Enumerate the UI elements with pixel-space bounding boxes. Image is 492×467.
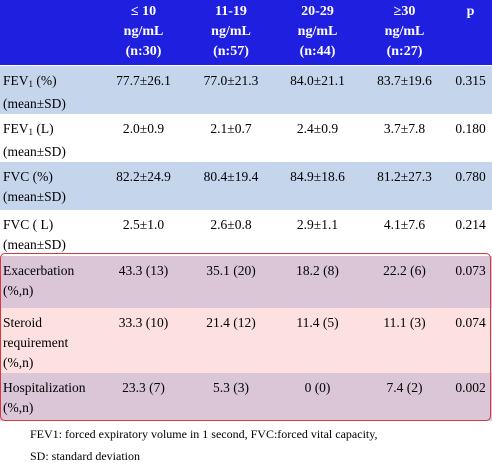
- cell-p-value: 0.214: [449, 209, 492, 256]
- cell-p-value: 0.002: [449, 372, 492, 421]
- row-label: FEV1 (L) (mean±SD): [0, 113, 100, 162]
- cell-value: 11.1 (3): [360, 307, 449, 373]
- header-group-unit: ng/mL: [384, 24, 425, 39]
- footnote-line: FEV1: forced expiratory volume in 1 seco…: [30, 427, 378, 441]
- header-group-n: (n:30): [125, 44, 162, 59]
- cell-value: 2.9±1.1: [275, 209, 360, 256]
- cell-value: 2.4±0.9: [275, 113, 360, 162]
- footnote-line: SD: standard deviation: [30, 449, 140, 463]
- table-row-hospitalization: Hospitalization (%,n) 23.3 (7) 5.3 (3) 0…: [0, 372, 492, 421]
- cell-value: 80.4±19.4: [187, 161, 275, 210]
- header-group-n: (n:44): [299, 44, 336, 59]
- cell-value: 35.1 (20): [187, 255, 275, 308]
- header-group-range: 20-29: [301, 4, 334, 19]
- cell-value: 0 (0): [275, 372, 360, 421]
- cell-value: 11.4 (5): [275, 307, 360, 373]
- table-row-fvc-percent: FVC (%) (mean±SD) 82.2±24.9 80.4±19.4 84…: [0, 161, 492, 210]
- cell-value: 18.2 (8): [275, 255, 360, 308]
- cell-value: 81.2±27.3: [360, 161, 449, 210]
- cell-value: 4.1±7.6: [360, 209, 449, 256]
- cell-value: 21.4 (12): [187, 307, 275, 373]
- cell-value: 2.5±1.0: [100, 209, 187, 256]
- header-empty-cell: [0, 0, 100, 65]
- cell-value: 7.4 (2): [360, 372, 449, 421]
- cell-value: 3.7±7.8: [360, 113, 449, 162]
- cell-value: 5.3 (3): [187, 372, 275, 421]
- row-label: Steroid requirement (%,n): [0, 307, 100, 373]
- cell-p-value: 0.074: [449, 307, 492, 373]
- header-group-range: ≥30: [393, 4, 416, 19]
- cell-value: 82.2±24.9: [100, 161, 187, 210]
- cell-value: 2.0±0.9: [100, 113, 187, 162]
- cell-value: 2.6±0.8: [187, 209, 275, 256]
- header-group-unit: ng/mL: [123, 24, 164, 39]
- table-footnote: FEV1: forced expiratory volume in 1 seco…: [30, 423, 485, 467]
- table-row-steroid-requirement: Steroid requirement (%,n) 33.3 (10) 21.4…: [0, 307, 492, 373]
- header-row: ≤ 10 ng/mL (n:30) 11-19 ng/mL (n:57) 20-…: [0, 0, 492, 65]
- row-label: Exacerbation (%,n): [0, 255, 100, 308]
- cell-p-value: 0.780: [449, 161, 492, 210]
- cell-value: 84.9±18.6: [275, 161, 360, 210]
- header-group-n: (n:57): [213, 44, 249, 59]
- cell-value: 43.3 (13): [100, 255, 187, 308]
- table-row-fev1-percent: FEV1 (%) (mean±SD) 77.7±26.1 77.0±21.3 8…: [0, 64, 492, 114]
- row-label: FEV1 (%) (mean±SD): [0, 64, 100, 114]
- table-row-fvc-liters: FVC ( L) (mean±SD) 2.5±1.0 2.6±0.8 2.9±1…: [0, 209, 492, 256]
- row-label: Hospitalization (%,n): [0, 372, 100, 421]
- row-label: FVC ( L) (mean±SD): [0, 209, 100, 256]
- cell-value: 83.7±19.6: [360, 64, 449, 114]
- cell-value: 22.2 (6): [360, 255, 449, 308]
- table-row-exacerbation: Exacerbation (%,n) 43.3 (13) 35.1 (20) 1…: [0, 255, 492, 308]
- header-group-n: (n:27): [386, 44, 423, 59]
- row-label: FVC (%) (mean±SD): [0, 161, 100, 210]
- header-p-value: p: [449, 0, 492, 65]
- header-group-range: ≤ 10: [130, 4, 157, 19]
- header-group-ge30: ≥30 ng/mL (n:27): [360, 0, 449, 65]
- cell-value: 2.1±0.7: [187, 113, 275, 162]
- header-group-le10: ≤ 10 ng/mL (n:30): [100, 0, 187, 65]
- cell-p-value: 0.315: [449, 64, 492, 114]
- header-group-unit: ng/mL: [211, 24, 251, 39]
- table-row-fev1-liters: FEV1 (L) (mean±SD) 2.0±0.9 2.1±0.7 2.4±0…: [0, 113, 492, 162]
- cell-value: 33.3 (10): [100, 307, 187, 373]
- results-table: ≤ 10 ng/mL (n:30) 11-19 ng/mL (n:57) 20-…: [0, 0, 492, 421]
- cell-value: 77.0±21.3: [187, 64, 275, 114]
- cell-value: 84.0±21.1: [275, 64, 360, 114]
- header-group-11-19: 11-19 ng/mL (n:57): [187, 0, 275, 65]
- header-group-20-29: 20-29 ng/mL (n:44): [275, 0, 360, 65]
- header-group-unit: ng/mL: [297, 24, 338, 39]
- header-group-range: 11-19: [215, 4, 247, 19]
- cell-value: 23.3 (7): [100, 372, 187, 421]
- cell-p-value: 0.073: [449, 255, 492, 308]
- cell-p-value: 0.180: [449, 113, 492, 162]
- cell-value: 77.7±26.1: [100, 64, 187, 114]
